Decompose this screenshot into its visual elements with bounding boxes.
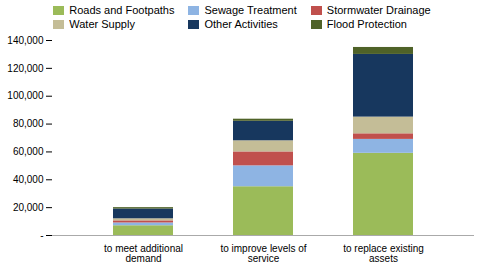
svg-text:40,000: 40,000 <box>13 174 44 185</box>
html-text:Stormwater Drainage: Stormwater Drainage <box>326 4 431 16</box>
svg-text:120,000: 120,000 <box>7 63 44 74</box>
html-text:Sewage Treatment: Sewage Treatment <box>204 4 297 16</box>
svg-text:100,000: 100,000 <box>7 90 44 101</box>
svg-text:to meet additionaldemand: to meet additionaldemand <box>104 243 183 264</box>
svg-text:to replace existingassets: to replace existingassets <box>343 243 424 264</box>
svg-text:80,000: 80,000 <box>13 118 44 129</box>
svg-text:140,000: 140,000 <box>7 35 44 46</box>
html-text:Flood Protection: Flood Protection <box>326 18 407 30</box>
svg-text:60,000: 60,000 <box>13 146 44 157</box>
html-text:Water Supply: Water Supply <box>69 18 135 30</box>
html-text:Roads and Footpaths: Roads and Footpaths <box>69 4 175 16</box>
svg-text:-: - <box>40 230 43 241</box>
svg-text:20,000: 20,000 <box>13 202 44 213</box>
html-text:Other Activities: Other Activities <box>204 18 278 30</box>
svg-text:to improve levels ofservice: to improve levels ofservice <box>220 243 306 264</box>
